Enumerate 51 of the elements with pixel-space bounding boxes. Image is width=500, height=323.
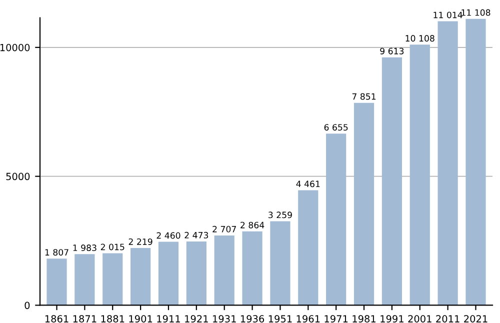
- data-label: 10 108: [406, 35, 434, 42]
- x-tick-label: 1901: [129, 315, 152, 322]
- bar: [46, 258, 67, 306]
- bar: [102, 253, 123, 306]
- x-tick-label: 1971: [324, 315, 348, 322]
- bar: [74, 254, 95, 306]
- bar: [130, 248, 151, 306]
- bar: [382, 57, 402, 306]
- x-tick-label: 2001: [408, 315, 432, 322]
- bar: [158, 242, 179, 306]
- bar: [410, 44, 430, 306]
- x-tick-label: 1881: [101, 315, 124, 322]
- x-tick-label: 1961: [296, 315, 320, 322]
- data-label: 2 473: [184, 232, 208, 238]
- data-label: 11 108: [462, 9, 490, 16]
- x-tick-label: 1991: [380, 315, 404, 322]
- x-tick-label: 1951: [268, 315, 292, 322]
- data-label: 1 807: [45, 249, 68, 256]
- bar: [298, 190, 318, 306]
- bar: [466, 18, 486, 306]
- data-label: 1 983: [73, 244, 96, 252]
- bar: [242, 231, 262, 306]
- bar: [354, 102, 374, 306]
- data-label: 2 015: [100, 244, 124, 250]
- bar: [270, 221, 290, 306]
- data-label: 4 461: [296, 180, 320, 188]
- x-tick-label: 1911: [157, 315, 180, 322]
- bar: [438, 21, 458, 306]
- x-tick-label: 1871: [73, 315, 96, 322]
- x-tick-label: 2011: [436, 315, 460, 322]
- y-tick-label: 10000: [0, 44, 30, 52]
- y-tick-label: 0: [24, 302, 30, 310]
- data-label: 2 707: [212, 226, 236, 232]
- data-label: 2 864: [240, 222, 264, 228]
- bar: [186, 241, 206, 306]
- x-tick-label: 1921: [185, 315, 208, 322]
- x-tick-label: 1981: [352, 315, 376, 322]
- x-tick-label: 1861: [45, 315, 68, 322]
- data-label: 3 259: [268, 212, 292, 218]
- bar: [326, 134, 346, 306]
- data-label: 7 851: [352, 93, 376, 100]
- bar: [214, 235, 234, 306]
- data-label: 9 613: [380, 48, 404, 54]
- data-label: 2 219: [128, 238, 152, 245]
- x-tick-label: 2021: [464, 315, 488, 322]
- data-label: 11 014: [434, 12, 462, 18]
- x-tick-label: 1931: [213, 315, 236, 322]
- x-tick-label: 1936: [240, 315, 264, 322]
- data-label: 6 655: [324, 124, 348, 131]
- data-label: 2 460: [156, 232, 180, 239]
- y-tick-label: 5000: [6, 172, 30, 180]
